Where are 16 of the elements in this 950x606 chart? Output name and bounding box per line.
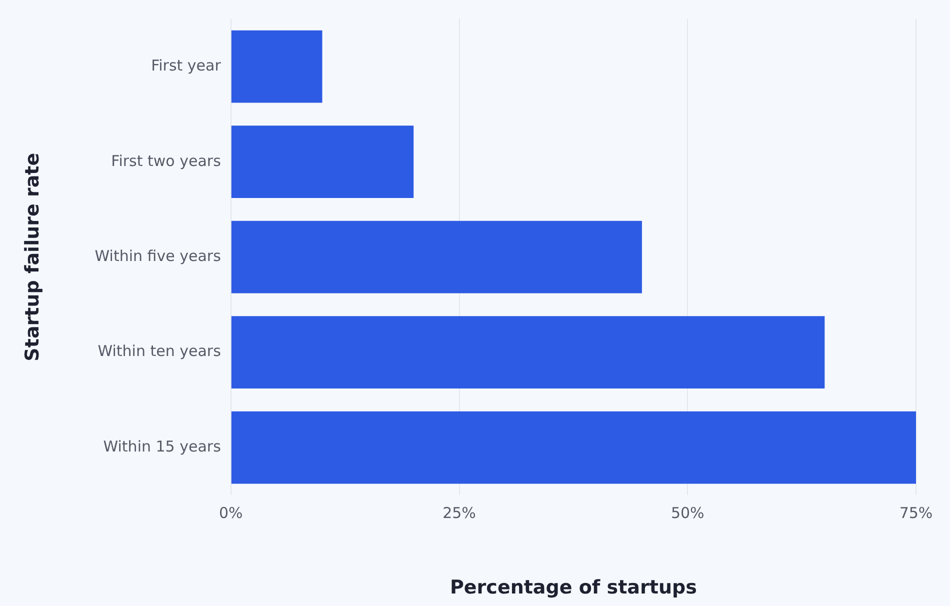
y-axis-title: Startup failure rate xyxy=(21,152,44,362)
y-tick-label: Within ten years xyxy=(98,342,222,360)
bar xyxy=(231,411,916,484)
y-tick-label: First year xyxy=(151,56,222,75)
bar xyxy=(231,126,414,198)
y-tick-label: Within 15 years xyxy=(103,437,222,456)
x-tick-label: 75% xyxy=(899,504,933,522)
bar xyxy=(231,220,642,294)
bar xyxy=(231,316,825,389)
x-tick-label: 25% xyxy=(442,504,476,522)
bar xyxy=(231,30,322,103)
x-axis-title: Percentage of startups xyxy=(450,576,697,599)
x-tick-label: 0% xyxy=(219,504,243,522)
y-tick-label: Within five years xyxy=(94,246,222,265)
x-tick-label: 50% xyxy=(670,504,704,522)
y-tick-label: First two years xyxy=(111,152,222,170)
